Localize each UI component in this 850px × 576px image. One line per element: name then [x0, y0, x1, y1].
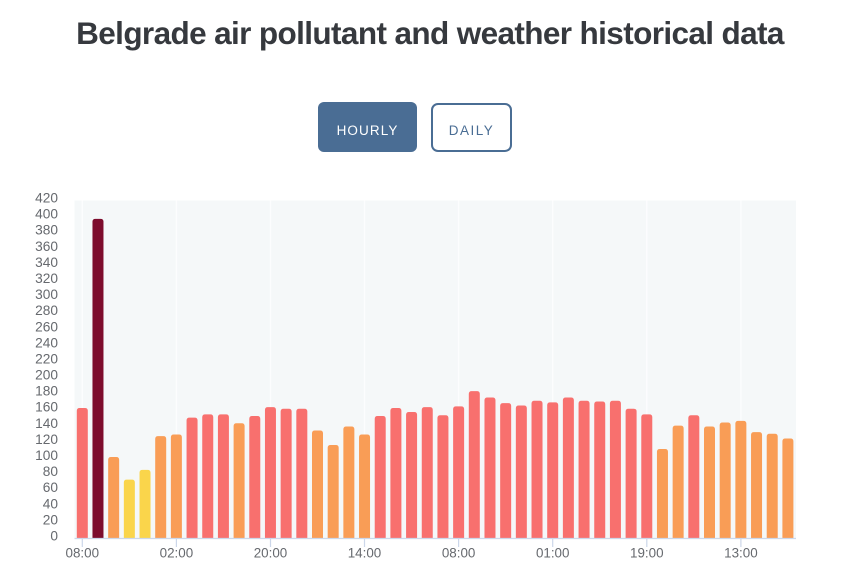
svg-text:260: 260	[35, 319, 58, 334]
svg-text:300: 300	[35, 287, 58, 302]
svg-text:320: 320	[35, 271, 58, 286]
svg-text:80: 80	[43, 464, 59, 479]
svg-text:160: 160	[35, 400, 58, 415]
svg-text:180: 180	[35, 384, 58, 399]
svg-text:08:00: 08:00	[442, 545, 476, 560]
svg-text:40: 40	[43, 496, 59, 511]
svg-text:120: 120	[35, 432, 58, 447]
svg-text:220: 220	[35, 352, 58, 367]
svg-text:200: 200	[35, 368, 58, 383]
svg-text:420: 420	[35, 191, 58, 206]
svg-text:08:00: 08:00	[66, 545, 100, 560]
svg-text:100: 100	[35, 448, 58, 463]
svg-text:140: 140	[35, 416, 58, 431]
svg-text:0: 0	[50, 529, 58, 544]
svg-text:280: 280	[35, 303, 58, 318]
svg-text:60: 60	[43, 480, 59, 495]
svg-text:14:00: 14:00	[348, 545, 382, 560]
svg-text:340: 340	[35, 255, 58, 270]
svg-text:240: 240	[35, 335, 58, 350]
svg-text:02:00: 02:00	[160, 545, 194, 560]
svg-text:01:00: 01:00	[536, 545, 570, 560]
svg-text:13:00: 13:00	[724, 545, 758, 560]
svg-text:380: 380	[35, 223, 58, 238]
svg-text:360: 360	[35, 239, 58, 254]
svg-text:20:00: 20:00	[254, 545, 288, 560]
svg-text:400: 400	[35, 207, 58, 222]
svg-text:19:00: 19:00	[630, 545, 664, 560]
svg-text:20: 20	[43, 512, 59, 527]
